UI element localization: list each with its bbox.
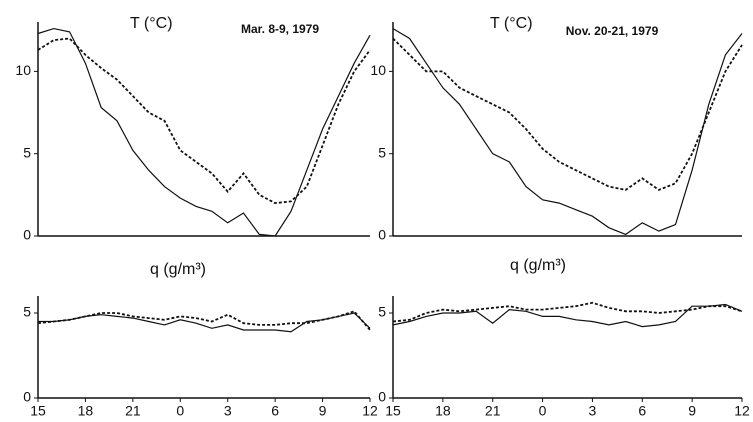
y-tick-label: 10 [370, 62, 386, 78]
y-tick-label: 0 [23, 227, 31, 243]
x-tick-label: 3 [224, 403, 232, 419]
x-tick-label: 6 [271, 403, 279, 419]
annotation: Nov. 20-21, 1979 [566, 24, 659, 38]
x-tick-label: 0 [539, 403, 547, 419]
y-tick-label: 5 [23, 144, 31, 160]
x-tick-label: 9 [319, 403, 327, 419]
x-tick-label: 18 [435, 403, 451, 419]
x-tick-label: 0 [176, 403, 184, 419]
annotation: Mar. 8-9, 1979 [241, 22, 319, 36]
x-tick-label: 18 [78, 403, 94, 419]
panel-title: q (g/m³) [510, 257, 566, 274]
panel-title: T (°C) [130, 15, 173, 32]
y-tick-label: 5 [378, 304, 386, 320]
x-tick-label: 21 [125, 403, 141, 419]
dashed-line [37, 37, 371, 205]
panel-title: q (g/m³) [150, 261, 206, 278]
dashed-line [392, 301, 743, 323]
x-tick-label: 12 [362, 403, 378, 419]
x-tick-label: 21 [485, 403, 501, 419]
y-tick-label: 5 [23, 304, 31, 320]
x-tick-label: 9 [688, 403, 696, 419]
y-tick-label: 0 [378, 227, 386, 243]
x-tick-label: 12 [734, 403, 750, 419]
panel-title: T (°C) [490, 15, 533, 32]
y-tick-label: 5 [378, 144, 386, 160]
x-tick-label: 15 [385, 403, 401, 419]
x-tick-label: 15 [30, 403, 46, 419]
x-tick-label: 3 [589, 403, 597, 419]
y-tick-label: 0 [23, 389, 31, 405]
x-tick-label: 6 [638, 403, 646, 419]
dashed-line [37, 310, 371, 331]
solid-line [392, 28, 743, 236]
solid-line [392, 303, 743, 328]
y-tick-label: 10 [15, 62, 31, 78]
dashed-line [392, 37, 743, 191]
y-tick-label: 0 [378, 389, 386, 405]
solid-line [37, 27, 371, 237]
